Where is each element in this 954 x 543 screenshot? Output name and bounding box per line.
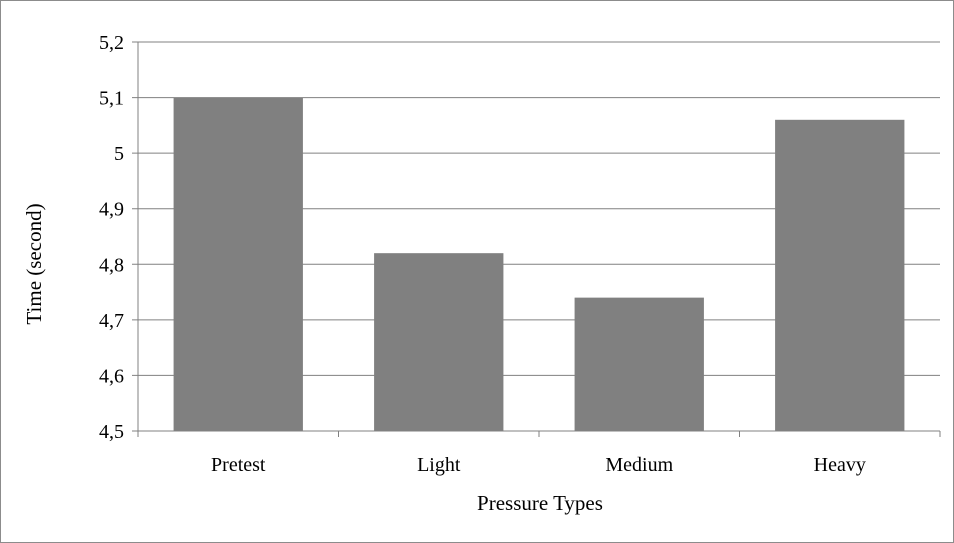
x-tick-label: Heavy	[814, 454, 866, 476]
axes	[137, 42, 940, 432]
bar-light	[374, 253, 504, 431]
bar-medium	[574, 297, 704, 431]
y-tick-label: 4,9	[99, 199, 124, 221]
x-axis-title: Pressure Types	[477, 491, 603, 515]
y-tick-label: 4,8	[99, 254, 124, 276]
bar-heavy	[775, 119, 905, 432]
y-tick-label: 4,7	[99, 310, 124, 332]
y-axis-title: Time (second)	[22, 203, 46, 324]
x-tick-label: Medium	[605, 454, 673, 476]
y-tick-label: 5,1	[99, 88, 124, 110]
y-tick-label: 5	[114, 143, 124, 165]
x-tick-label: Light	[417, 454, 461, 476]
bar-pretest	[173, 97, 303, 432]
y-tick-label: 5,2	[99, 32, 124, 54]
y-tick-label: 4,6	[99, 365, 124, 387]
x-tick-labels: Pretest Light Medium Heavy	[211, 454, 866, 476]
bars	[137, 97, 941, 437]
y-tick-labels: 4,5 4,6 4,7 4,8 4,9 5 5,1 5,2	[99, 32, 124, 443]
x-tick-label: Pretest	[211, 454, 266, 476]
y-tick-label: 4,5	[99, 421, 124, 443]
